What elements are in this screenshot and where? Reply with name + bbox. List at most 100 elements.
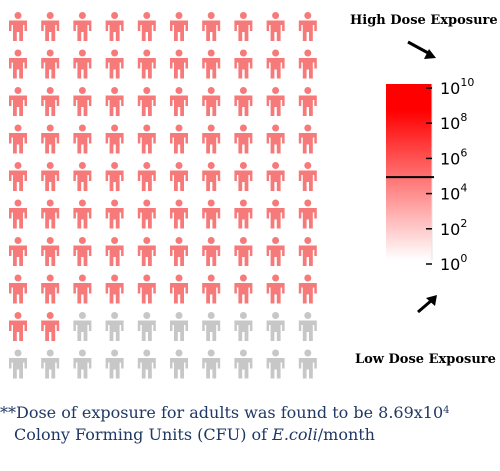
person-icon-exposed [266,274,285,304]
person-icon-exposed [73,87,92,116]
person-icon-exposed [298,199,317,229]
person-icon-exposed [202,162,221,191]
person-icon-exposed [202,274,221,304]
person-icon-exposed [266,49,285,79]
footnote-prefix: **Dose of exposure for adults was found … [0,403,444,422]
low-dose-label: Low Dose Exposure [355,352,496,367]
person-icon-exposed [137,124,156,154]
person-icon-unexposed [105,349,124,379]
person-icon-exposed [170,199,188,229]
scale-tick-label: 1010 [440,76,474,98]
person-icon-exposed [105,274,124,304]
person-icon-exposed [298,274,317,304]
person-icon-unexposed [41,349,60,379]
scale-tick-label: 104 [440,182,467,204]
person-icon-unexposed [202,312,221,341]
dose-gradient-bar [386,84,432,260]
person-icon-exposed [170,124,188,154]
person-icon-unexposed [202,349,221,379]
person-icon-exposed [266,162,285,191]
scale-tick-exponent: 10 [460,76,474,89]
scale-tick-label: 106 [440,146,467,168]
person-icon-exposed [9,87,27,116]
person-icon-unexposed [298,312,317,341]
person-icon-unexposed [298,349,317,379]
scale-tick-exponent: 6 [460,146,467,159]
person-icon-exposed [137,162,156,191]
footnote-exponent: 4 [443,405,450,416]
person-icon-exposed [9,49,27,79]
person-icon-exposed [105,199,124,229]
person-icon-exposed [41,274,60,304]
person-icon-exposed [298,162,317,191]
footnote-line-1: **Dose of exposure for adults was found … [0,402,500,424]
person-icon-exposed [137,12,156,41]
person-icon-exposed [73,237,92,266]
person-icon-unexposed [234,349,253,379]
person-icon-exposed [234,274,253,304]
person-icon-exposed [202,12,221,41]
scale-tick-exponent: 8 [460,111,467,124]
person-icon-exposed [41,312,60,341]
person-icon-exposed [105,124,124,154]
person-icon-exposed [266,237,285,266]
person-icon-exposed [298,237,317,266]
person-icon-exposed [105,12,124,41]
person-icon-exposed [298,124,317,154]
arrow-down-right-icon [407,40,436,59]
person-icon-unexposed [73,312,92,341]
person-icon-exposed [105,237,124,266]
person-icon-exposed [41,199,60,229]
person-icon-exposed [41,87,60,116]
person-icon-exposed [9,12,27,41]
person-icon-exposed [137,87,156,116]
footnote-line2-end: /month [317,425,375,444]
person-icon-exposed [73,274,92,304]
person-icon-exposed [170,237,188,266]
person-icon-exposed [266,12,285,41]
person-icon-exposed [266,87,285,116]
person-icon-exposed [170,87,188,116]
person-icon-exposed [234,12,253,41]
person-icon-exposed [41,237,60,266]
person-icon-exposed [137,199,156,229]
person-icon-exposed [41,49,60,79]
person-icon-exposed [234,49,253,79]
scale-tick-exponent: 4 [460,182,467,195]
person-icon-exposed [73,49,92,79]
person-icon-unexposed [137,312,156,341]
person-icon-exposed [137,237,156,266]
person-icon-unexposed [170,349,188,379]
person-icon-exposed [105,49,124,79]
person-icon-exposed [73,12,92,41]
person-icon-exposed [105,162,124,191]
person-icon-exposed [266,199,285,229]
person-icon-exposed [137,49,156,79]
icon-array [9,12,317,379]
high-dose-label: High Dose Exposure [350,13,498,28]
person-icon-exposed [234,124,253,154]
scale-tick-label: 102 [440,217,467,239]
scale-tick-label: 100 [440,252,467,274]
person-icon-unexposed [137,349,156,379]
person-icon-exposed [202,199,221,229]
person-icon-exposed [73,162,92,191]
person-icon-exposed [73,199,92,229]
person-icon-exposed [105,87,124,116]
person-icon-unexposed [266,349,285,379]
scale-tick-exponent: 2 [460,217,467,230]
person-icon-exposed [202,87,221,116]
footnote-line-2: Colony Forming Units (CFU) of E.coli/mon… [0,424,500,446]
person-icon-exposed [298,87,317,116]
person-icon-unexposed [234,312,253,341]
scale-tick-exponent: 0 [460,252,467,265]
person-icon-exposed [234,237,253,266]
person-icon-exposed [9,237,27,266]
person-icon-exposed [202,124,221,154]
person-icon-unexposed [170,312,188,341]
person-icon-exposed [170,274,188,304]
person-icon-exposed [170,49,188,79]
person-icon-exposed [9,312,27,341]
person-icon-exposed [41,12,60,41]
